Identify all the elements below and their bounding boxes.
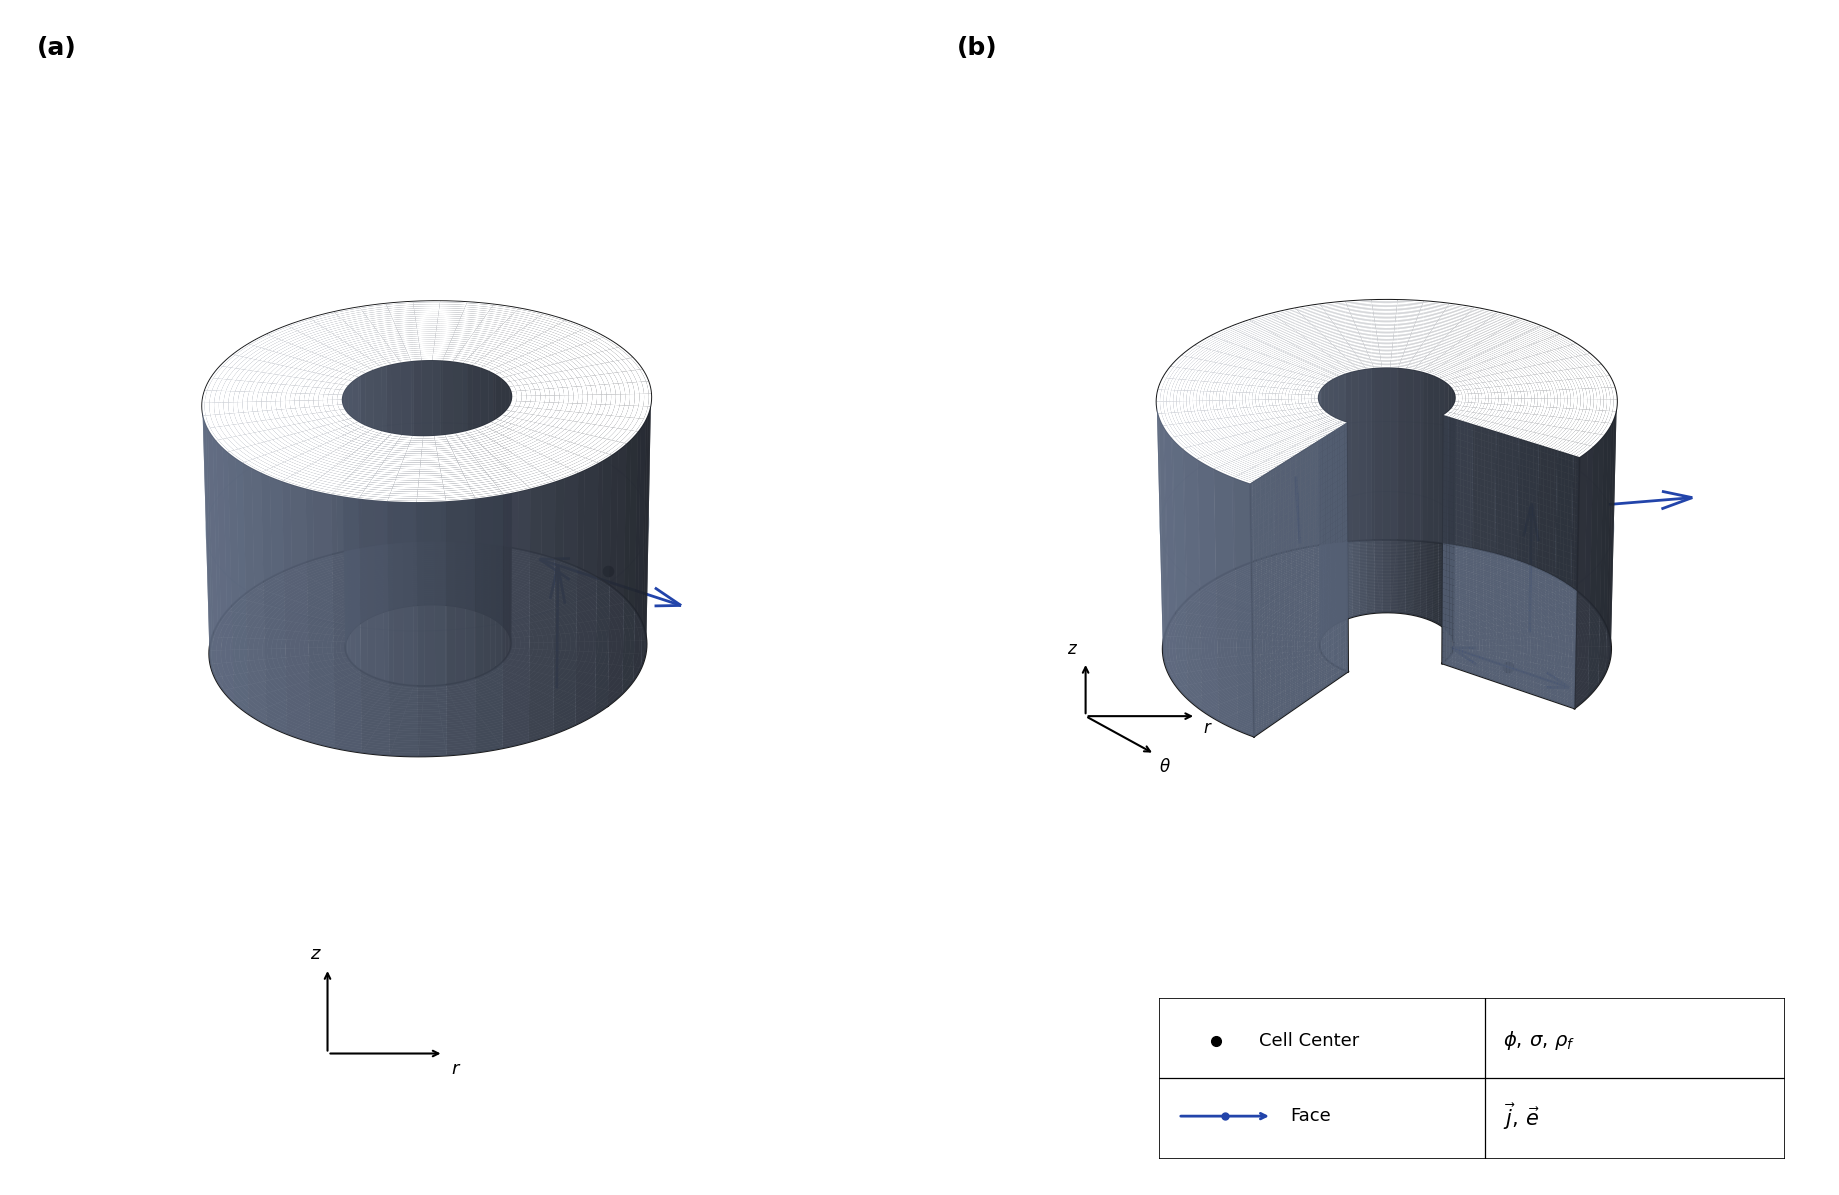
Text: $z$: $z$	[1067, 639, 1078, 657]
Text: $z$: $z$	[311, 944, 322, 962]
FancyBboxPatch shape	[1159, 998, 1784, 1159]
Text: $r$: $r$	[1203, 719, 1212, 737]
Text: (a): (a)	[37, 36, 77, 60]
Text: $\theta$: $\theta$	[1159, 759, 1170, 777]
Text: $r$: $r$	[451, 1060, 462, 1078]
Text: $\phi,\,\sigma,\,\rho_f$: $\phi,\,\sigma,\,\rho_f$	[1502, 1029, 1574, 1053]
Text: Cell Center: Cell Center	[1258, 1031, 1359, 1050]
Text: Face: Face	[1289, 1107, 1331, 1126]
Text: (b): (b)	[956, 36, 997, 60]
Text: $\vec{j},\,\vec{e}$: $\vec{j},\,\vec{e}$	[1502, 1101, 1539, 1132]
